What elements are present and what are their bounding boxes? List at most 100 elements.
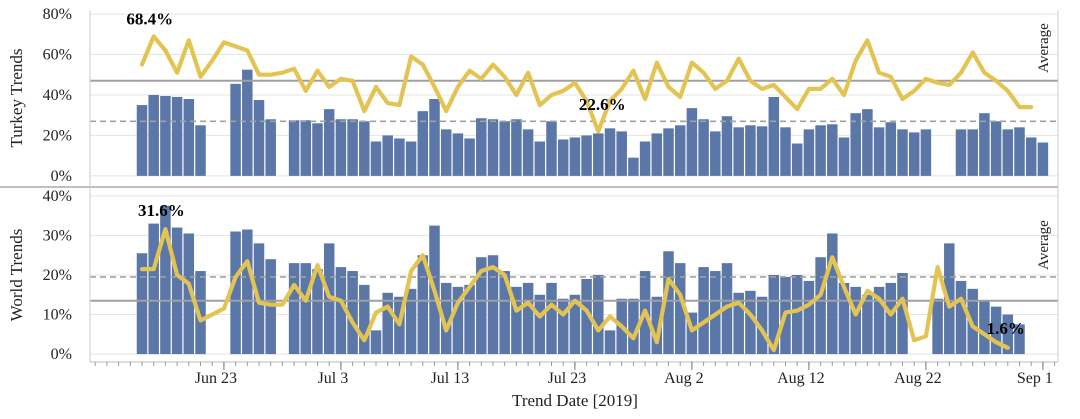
world-bar <box>347 271 358 355</box>
turkey-bar <box>195 125 206 176</box>
turkey-bar <box>160 95 171 176</box>
world-bar <box>873 286 885 355</box>
world-bar <box>522 282 534 355</box>
world-bar <box>581 278 592 355</box>
turkey-bar <box>628 157 639 176</box>
turkey-bar <box>1002 129 1014 176</box>
turkey-bar <box>873 127 885 176</box>
turkey-bar <box>265 119 276 176</box>
world-bar <box>1002 314 1014 355</box>
world-bar <box>862 294 873 355</box>
world-y-axis-title: World Trends <box>7 229 26 322</box>
turkey-bar <box>394 138 405 176</box>
world-bar <box>382 292 393 355</box>
world-bar <box>288 263 300 355</box>
turkey-bar <box>639 141 651 176</box>
turkey-bar <box>756 126 768 176</box>
turkey-y-tick-label: 60% <box>43 47 72 64</box>
world-bar <box>452 286 464 355</box>
x-tick-label: Aug 22 <box>894 370 942 387</box>
x-tick-label: Jul 13 <box>431 370 470 387</box>
turkey-bar <box>651 133 663 176</box>
turkey-bar <box>300 120 312 176</box>
world-bar <box>160 205 171 355</box>
world-bar <box>183 233 195 355</box>
turkey-trend-line <box>139 34 1034 134</box>
world-bar <box>476 257 487 355</box>
turkey-bar <box>429 99 440 176</box>
turkey-bar <box>710 131 721 176</box>
turkey-bar <box>499 121 510 176</box>
world-bar <box>417 255 429 355</box>
world-bar <box>698 267 709 355</box>
turkey-bar <box>522 129 534 176</box>
turkey-bar <box>733 127 744 176</box>
turkey-bar <box>768 96 780 176</box>
turkey-y-tick-label: 40% <box>43 87 72 104</box>
world-bar <box>464 284 475 355</box>
world-bar <box>335 267 347 355</box>
world-bar <box>850 286 861 355</box>
world-bar <box>944 243 955 355</box>
x-tick-label: Jul 23 <box>548 370 587 387</box>
turkey-bar <box>616 131 627 176</box>
turkey-bar <box>908 132 920 176</box>
turkey-bar <box>803 129 815 176</box>
turkey-bar <box>698 119 709 176</box>
x-axis-title: Trend Date [2019] <box>512 391 638 410</box>
turkey-bar <box>967 129 978 176</box>
world-bar <box>733 292 744 355</box>
world-bar <box>768 275 780 355</box>
world-bar <box>827 233 838 355</box>
turkey-bar <box>370 141 382 176</box>
turkey-y-axis-title: Turkey Trends <box>7 48 26 147</box>
turkey-bar <box>440 129 452 176</box>
turkey-bar <box>511 119 522 176</box>
world-bar <box>674 263 686 355</box>
world-annotation-label: 31.6% <box>138 201 185 220</box>
world-annotation-label: 1.6% <box>987 319 1025 338</box>
world-bar <box>499 271 510 355</box>
world-bar <box>686 312 698 355</box>
world-bar <box>136 253 148 355</box>
turkey-bar <box>979 113 990 176</box>
turkey-bar <box>405 141 417 176</box>
world-y-tick-label: 20% <box>43 267 72 284</box>
turkey-bar <box>581 135 592 176</box>
world-bar <box>546 282 557 355</box>
world-bar <box>604 330 616 355</box>
turkey-bar <box>721 116 733 176</box>
turkey-bar <box>897 129 908 176</box>
turkey-bar <box>745 125 756 176</box>
turkey-bar <box>487 119 499 176</box>
world-bar <box>370 330 382 355</box>
world-bar <box>242 229 253 355</box>
world-bar <box>487 255 499 355</box>
turkey-bar <box>885 122 897 176</box>
world-bar <box>534 294 546 355</box>
world-bar <box>932 298 943 355</box>
turkey-bar <box>604 128 616 176</box>
world-bar <box>557 298 569 355</box>
turkey-bar <box>663 128 674 176</box>
world-bar <box>148 223 159 355</box>
turkey-bar <box>288 120 300 176</box>
turkey-bar <box>546 121 557 176</box>
world-bar <box>230 231 241 355</box>
turkey-bar <box>593 133 604 176</box>
turkey-bar <box>417 111 429 176</box>
world-bar <box>955 280 967 355</box>
world-bar <box>885 282 897 355</box>
turkey-bar <box>359 121 370 176</box>
world-bar <box>440 282 452 355</box>
world-bar <box>990 306 1002 355</box>
turkey-bar <box>862 109 873 176</box>
world-bar <box>312 269 323 355</box>
world-bar <box>791 275 803 355</box>
x-tick-label: Jun 23 <box>195 370 237 387</box>
world-bar <box>651 296 663 355</box>
turkey-bar <box>171 96 183 176</box>
turkey-bar <box>382 135 393 176</box>
turkey-bar <box>990 121 1002 176</box>
